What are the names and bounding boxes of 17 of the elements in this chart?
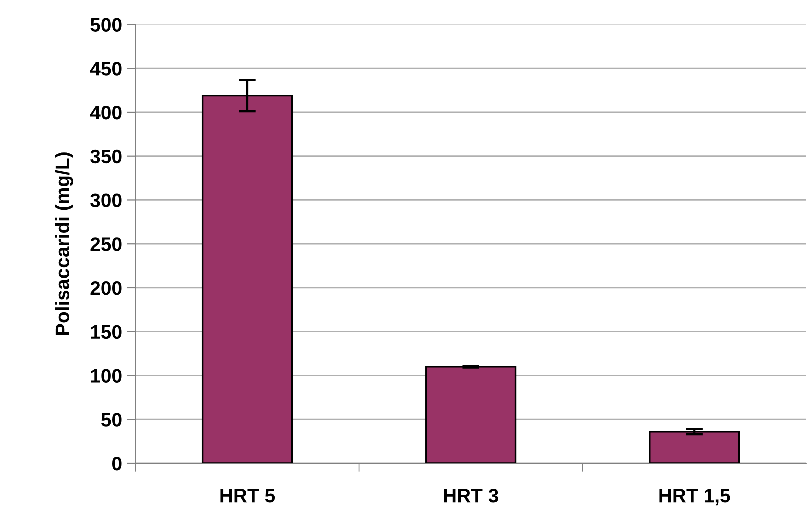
x-tick-label: HRT 5 bbox=[220, 489, 276, 503]
y-tick-label: 450 bbox=[90, 62, 122, 76]
y-axis-title: Polisaccaridi (mg/L) bbox=[55, 152, 74, 336]
y-tick-label: 250 bbox=[90, 238, 122, 252]
bar bbox=[426, 366, 517, 464]
x-tick-label: HRT 1,5 bbox=[660, 489, 730, 506]
y-tick-label: 200 bbox=[90, 281, 122, 296]
y-tick-label: 0 bbox=[112, 456, 122, 471]
y-tick-label: 400 bbox=[90, 106, 122, 120]
y-tick-label: 50 bbox=[102, 413, 122, 427]
y-tick-label: 350 bbox=[90, 150, 122, 164]
y-tick-label: 500 bbox=[90, 18, 122, 32]
x-tick-label: HRT 3 bbox=[444, 489, 498, 503]
y-tick-label: 150 bbox=[91, 325, 122, 340]
y-tick-label: 100 bbox=[91, 369, 122, 383]
bar bbox=[649, 431, 740, 464]
y-tick-label: 300 bbox=[90, 194, 122, 208]
